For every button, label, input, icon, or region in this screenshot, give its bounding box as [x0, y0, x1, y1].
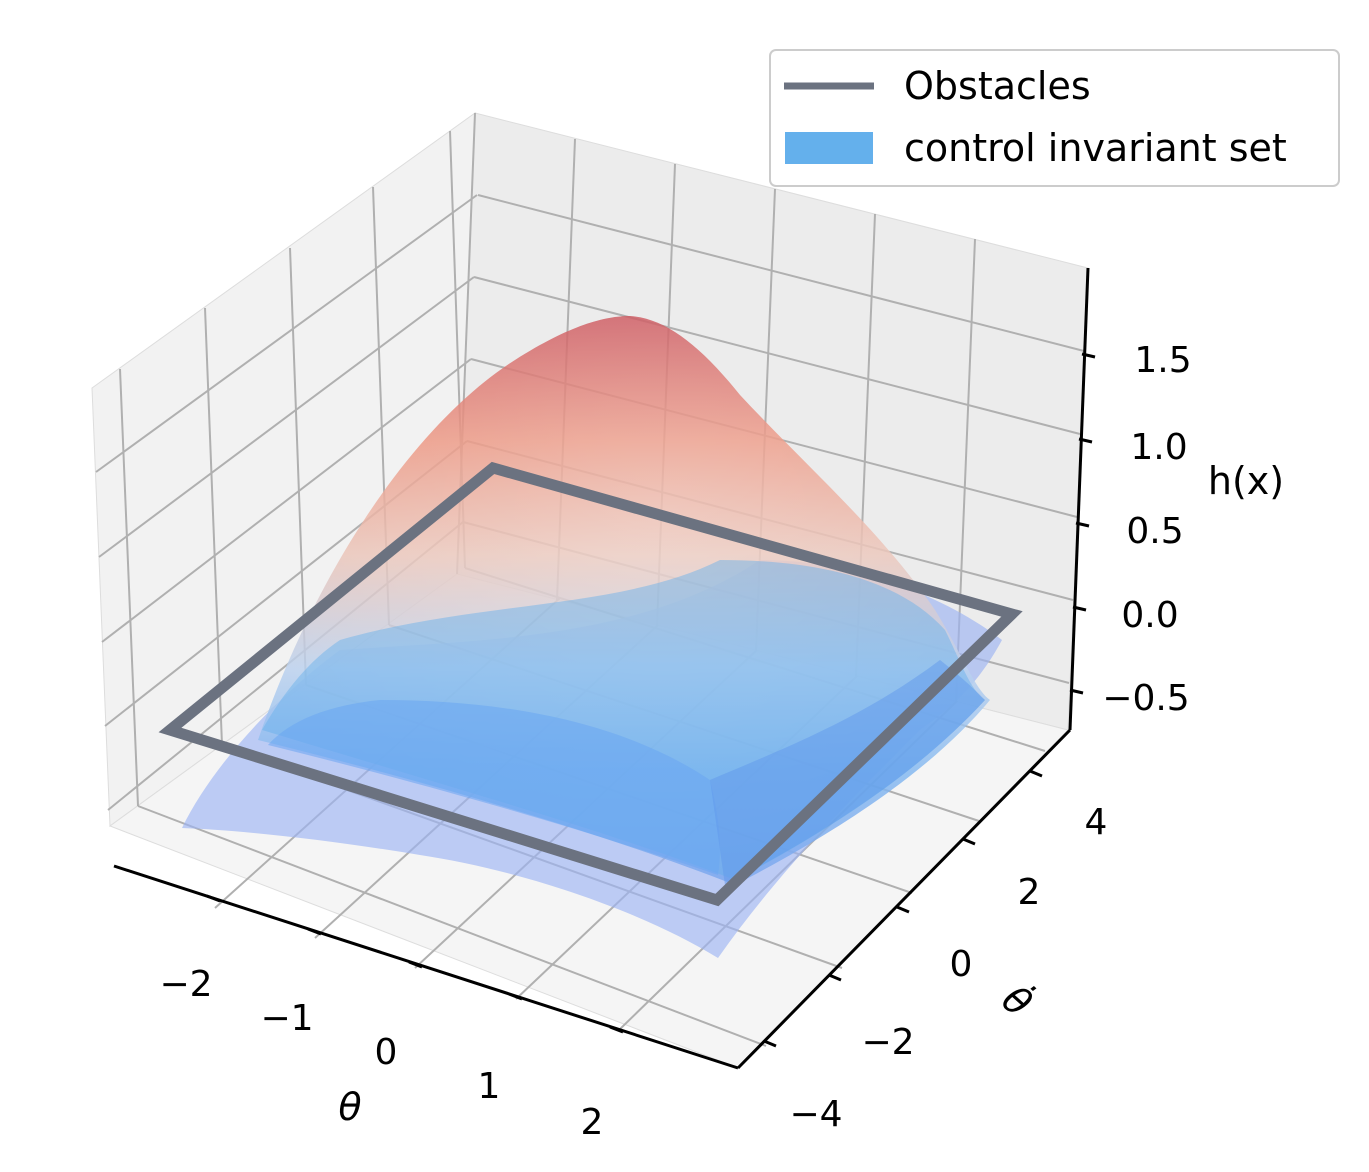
- z-tick-labels: −0.5 0.0 0.5 1.0 1.5: [1102, 340, 1191, 719]
- y-axis-label: θ̇: [993, 976, 1040, 1025]
- tick-marks: [206, 352, 1096, 1048]
- x-tick-label: 1: [478, 1066, 501, 1107]
- z-tick-label: −0.5: [1102, 678, 1189, 719]
- legend-box: [769, 49, 1340, 187]
- y-tick-label: −2: [861, 1022, 914, 1063]
- z-axis-line: [1068, 267, 1090, 731]
- x-axis-label: θ: [338, 1085, 361, 1129]
- z-axis-label: h(x): [1208, 459, 1284, 503]
- x-tick-label: 2: [581, 1102, 604, 1143]
- legend-invariant-label: control invariant set: [904, 126, 1287, 170]
- surface-plot: [182, 316, 1002, 958]
- legend-invariant-swatch: [785, 132, 873, 164]
- invariant-set-core: [268, 700, 720, 875]
- z-tick-label: 0.0: [1121, 595, 1178, 636]
- x-tick-label: −1: [260, 998, 313, 1039]
- x-tick-label: −2: [159, 964, 212, 1005]
- legend: Obstacles control invariant set: [769, 49, 1340, 187]
- y-tick-label: 4: [1085, 802, 1108, 843]
- obstacle-rectangle: [158, 461, 1023, 907]
- z-tick-label: 1.5: [1134, 340, 1191, 381]
- x-tick-labels: −2 −1 0 1 2: [159, 964, 603, 1143]
- legend-obstacles-label: Obstacles: [904, 64, 1091, 108]
- y-tick-label: 2: [1018, 872, 1041, 913]
- y-tick-label: 0: [950, 944, 973, 985]
- y-tick-labels: −4 −2 0 2 4: [789, 802, 1107, 1135]
- x-tick-label: 0: [375, 1032, 398, 1073]
- y-tick-label: −4: [789, 1094, 842, 1135]
- z-tick-label: 1.0: [1130, 427, 1187, 468]
- z-tick-label: 0.5: [1126, 511, 1183, 552]
- y-axis-line: [736, 728, 1072, 1070]
